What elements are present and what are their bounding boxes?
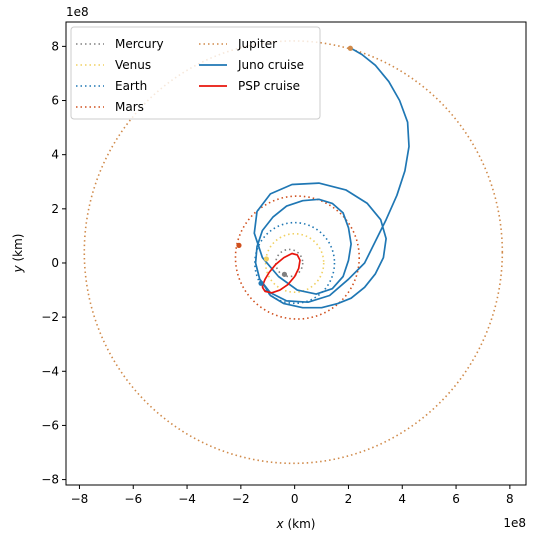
mercury-orbit xyxy=(275,248,304,278)
earth-orbit xyxy=(254,221,336,305)
mars-orbit xyxy=(234,195,361,320)
jupiter-orbit xyxy=(83,40,504,465)
x-tick-label: 4 xyxy=(398,492,406,506)
mars-position-dot xyxy=(236,242,242,248)
mercury-position-dot xyxy=(281,271,288,277)
y-axis-ticks: −8 −6 −4 −2 0 2 4 6 8 xyxy=(41,39,66,487)
legend: Mercury Venus Earth Mars Jupiter Juno cruise P… xyxy=(70,26,321,120)
axes-frame xyxy=(65,21,527,486)
y-tick-label: 2 xyxy=(51,202,59,216)
legend-label-mars: Mars xyxy=(115,100,144,114)
x-tick-label: −4 xyxy=(178,492,196,506)
jupiter-position-dot xyxy=(347,45,353,51)
juno-cruise-line xyxy=(253,47,410,309)
y-tick-label: 6 xyxy=(51,94,59,108)
x-tick-label: 6 xyxy=(452,492,460,506)
x-tick-label: 2 xyxy=(345,492,353,506)
y-axis-var: y xyxy=(11,264,25,273)
venus-orbit xyxy=(264,232,325,294)
x-tick-label: −8 xyxy=(71,492,89,506)
legend-label-earth: Earth xyxy=(115,79,147,93)
legend-label-psp-cruise: PSP cruise xyxy=(238,79,300,93)
plot-area xyxy=(83,40,504,465)
y-exponent-label: 1e8 xyxy=(66,5,89,19)
legend-label-venus: Venus xyxy=(115,58,151,72)
y-tick-label: −6 xyxy=(41,418,59,432)
legend-box xyxy=(70,26,321,120)
venus-position-dot xyxy=(263,256,270,262)
x-tick-label: 8 xyxy=(506,492,514,506)
y-tick-label: −2 xyxy=(41,310,59,324)
x-axis-var: x xyxy=(276,517,285,531)
y-tick-label: 4 xyxy=(51,148,59,162)
earth-position-dot xyxy=(258,280,264,286)
x-tick-label: 0 xyxy=(291,492,299,506)
legend-label-juno-cruise: Juno cruise xyxy=(237,58,304,72)
y-tick-label: 8 xyxy=(51,39,59,53)
y-tick-label: −4 xyxy=(41,364,59,378)
x-axis-unit: (km) xyxy=(284,517,316,531)
y-tick-label: 0 xyxy=(51,256,59,270)
x-exponent-label: 1e8 xyxy=(503,516,526,530)
x-tick-label: −6 xyxy=(124,492,142,506)
y-axis-unit: (km) xyxy=(11,234,25,266)
x-axis-ticks: −8 −6 −4 −2 0 2 4 6 8 xyxy=(71,485,514,506)
legend-label-mercury: Mercury xyxy=(115,37,164,51)
legend-label-jupiter: Jupiter xyxy=(237,37,277,51)
x-axis-label: x (km) xyxy=(276,517,316,531)
y-axis-label: y (km) xyxy=(11,234,25,274)
y-tick-label: −8 xyxy=(41,473,59,487)
x-tick-label: −2 xyxy=(232,492,250,506)
psp-cruise-line xyxy=(261,252,301,294)
